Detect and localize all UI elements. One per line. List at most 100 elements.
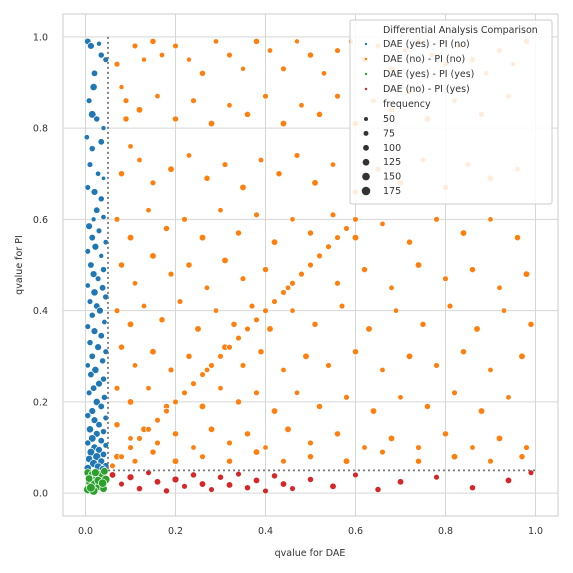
data-point — [163, 225, 170, 232]
data-point — [95, 421, 103, 429]
data-point — [289, 485, 296, 492]
data-point — [113, 216, 121, 223]
data-point — [207, 425, 216, 433]
data-point — [244, 110, 251, 118]
data-point — [89, 83, 98, 92]
data-point — [235, 470, 242, 478]
data-point — [523, 444, 530, 451]
data-point — [88, 311, 96, 319]
x-axis-label: qvalue for DAE — [275, 548, 346, 559]
data-point — [198, 402, 207, 411]
data-point — [149, 348, 157, 356]
data-point — [172, 430, 179, 438]
data-point — [505, 394, 512, 401]
data-point — [352, 471, 359, 479]
data-point — [94, 343, 102, 351]
series-dae-yes-pi-no- — [83, 37, 110, 473]
legend: Differential Analysis Comparison DAE (yes… — [349, 19, 553, 205]
data-point — [93, 206, 101, 214]
data-point — [88, 145, 96, 153]
data-point — [126, 233, 135, 242]
data-point — [298, 270, 305, 278]
data-point — [235, 229, 242, 237]
data-point — [100, 213, 107, 221]
data-point — [221, 161, 229, 168]
data-point — [88, 110, 97, 119]
data-point — [91, 242, 100, 251]
data-point — [477, 407, 486, 415]
data-point — [442, 275, 449, 282]
data-point — [518, 453, 526, 461]
data-point — [207, 119, 216, 128]
data-point — [496, 284, 503, 291]
data-point — [127, 143, 134, 150]
data-point — [88, 352, 96, 360]
data-point — [325, 243, 332, 251]
x-tick-label: 1.0 — [528, 526, 543, 537]
data-point — [473, 325, 481, 333]
data-point — [97, 402, 105, 411]
data-point — [329, 211, 337, 219]
data-point — [433, 362, 440, 369]
data-point — [253, 389, 260, 397]
data-point — [257, 156, 265, 164]
data-point — [171, 475, 180, 484]
data-point — [84, 362, 91, 369]
legend-hue-label: DAE (yes) - PI (yes) — [383, 69, 474, 80]
data-point — [369, 407, 378, 415]
data-point — [298, 102, 305, 109]
data-point — [88, 233, 96, 242]
data-point — [181, 216, 188, 223]
legend-size-label: 50 — [383, 114, 395, 125]
y-tick-label: 0.8 — [33, 124, 48, 135]
data-point — [97, 437, 105, 445]
data-point — [415, 457, 422, 465]
legend-size-marker — [361, 186, 371, 196]
legend-hue-marker — [364, 87, 368, 91]
data-point — [158, 51, 166, 59]
data-point — [221, 256, 229, 265]
y-axis-label: qvalue for PI — [14, 235, 25, 295]
data-point — [97, 138, 105, 146]
data-point — [91, 365, 100, 374]
data-point — [316, 403, 323, 410]
data-point — [158, 316, 166, 324]
data-point — [100, 428, 107, 436]
data-point — [379, 220, 386, 228]
data-point — [279, 119, 288, 128]
data-point — [253, 316, 260, 324]
data-point — [172, 42, 179, 50]
data-point — [87, 261, 95, 269]
data-point — [203, 366, 211, 374]
data-point — [149, 448, 157, 456]
data-point — [334, 92, 341, 100]
data-point — [85, 222, 93, 231]
data-point — [136, 435, 143, 442]
y-tick-label: 0.4 — [33, 306, 48, 317]
x-tick-label: 0.6 — [348, 526, 363, 537]
data-point — [127, 435, 134, 442]
data-point — [487, 216, 494, 223]
data-point — [325, 362, 332, 369]
data-point — [500, 307, 508, 314]
data-point — [100, 467, 109, 476]
data-point — [334, 234, 341, 241]
data-point — [495, 434, 504, 443]
data-point — [95, 227, 103, 235]
threshold-lines — [107, 36, 536, 472]
data-point — [90, 327, 99, 335]
data-point — [262, 444, 269, 451]
data-point — [96, 306, 104, 315]
data-point — [97, 195, 105, 203]
data-point — [113, 307, 121, 314]
legend-size-marker — [363, 144, 369, 151]
x-tick-label: 0.0 — [78, 526, 93, 537]
data-point — [126, 473, 135, 482]
data-point — [100, 175, 107, 181]
data-point — [226, 457, 233, 465]
data-point — [181, 389, 188, 397]
data-point — [257, 348, 265, 356]
data-point — [289, 307, 296, 314]
data-point — [95, 170, 102, 177]
data-point — [118, 84, 125, 90]
